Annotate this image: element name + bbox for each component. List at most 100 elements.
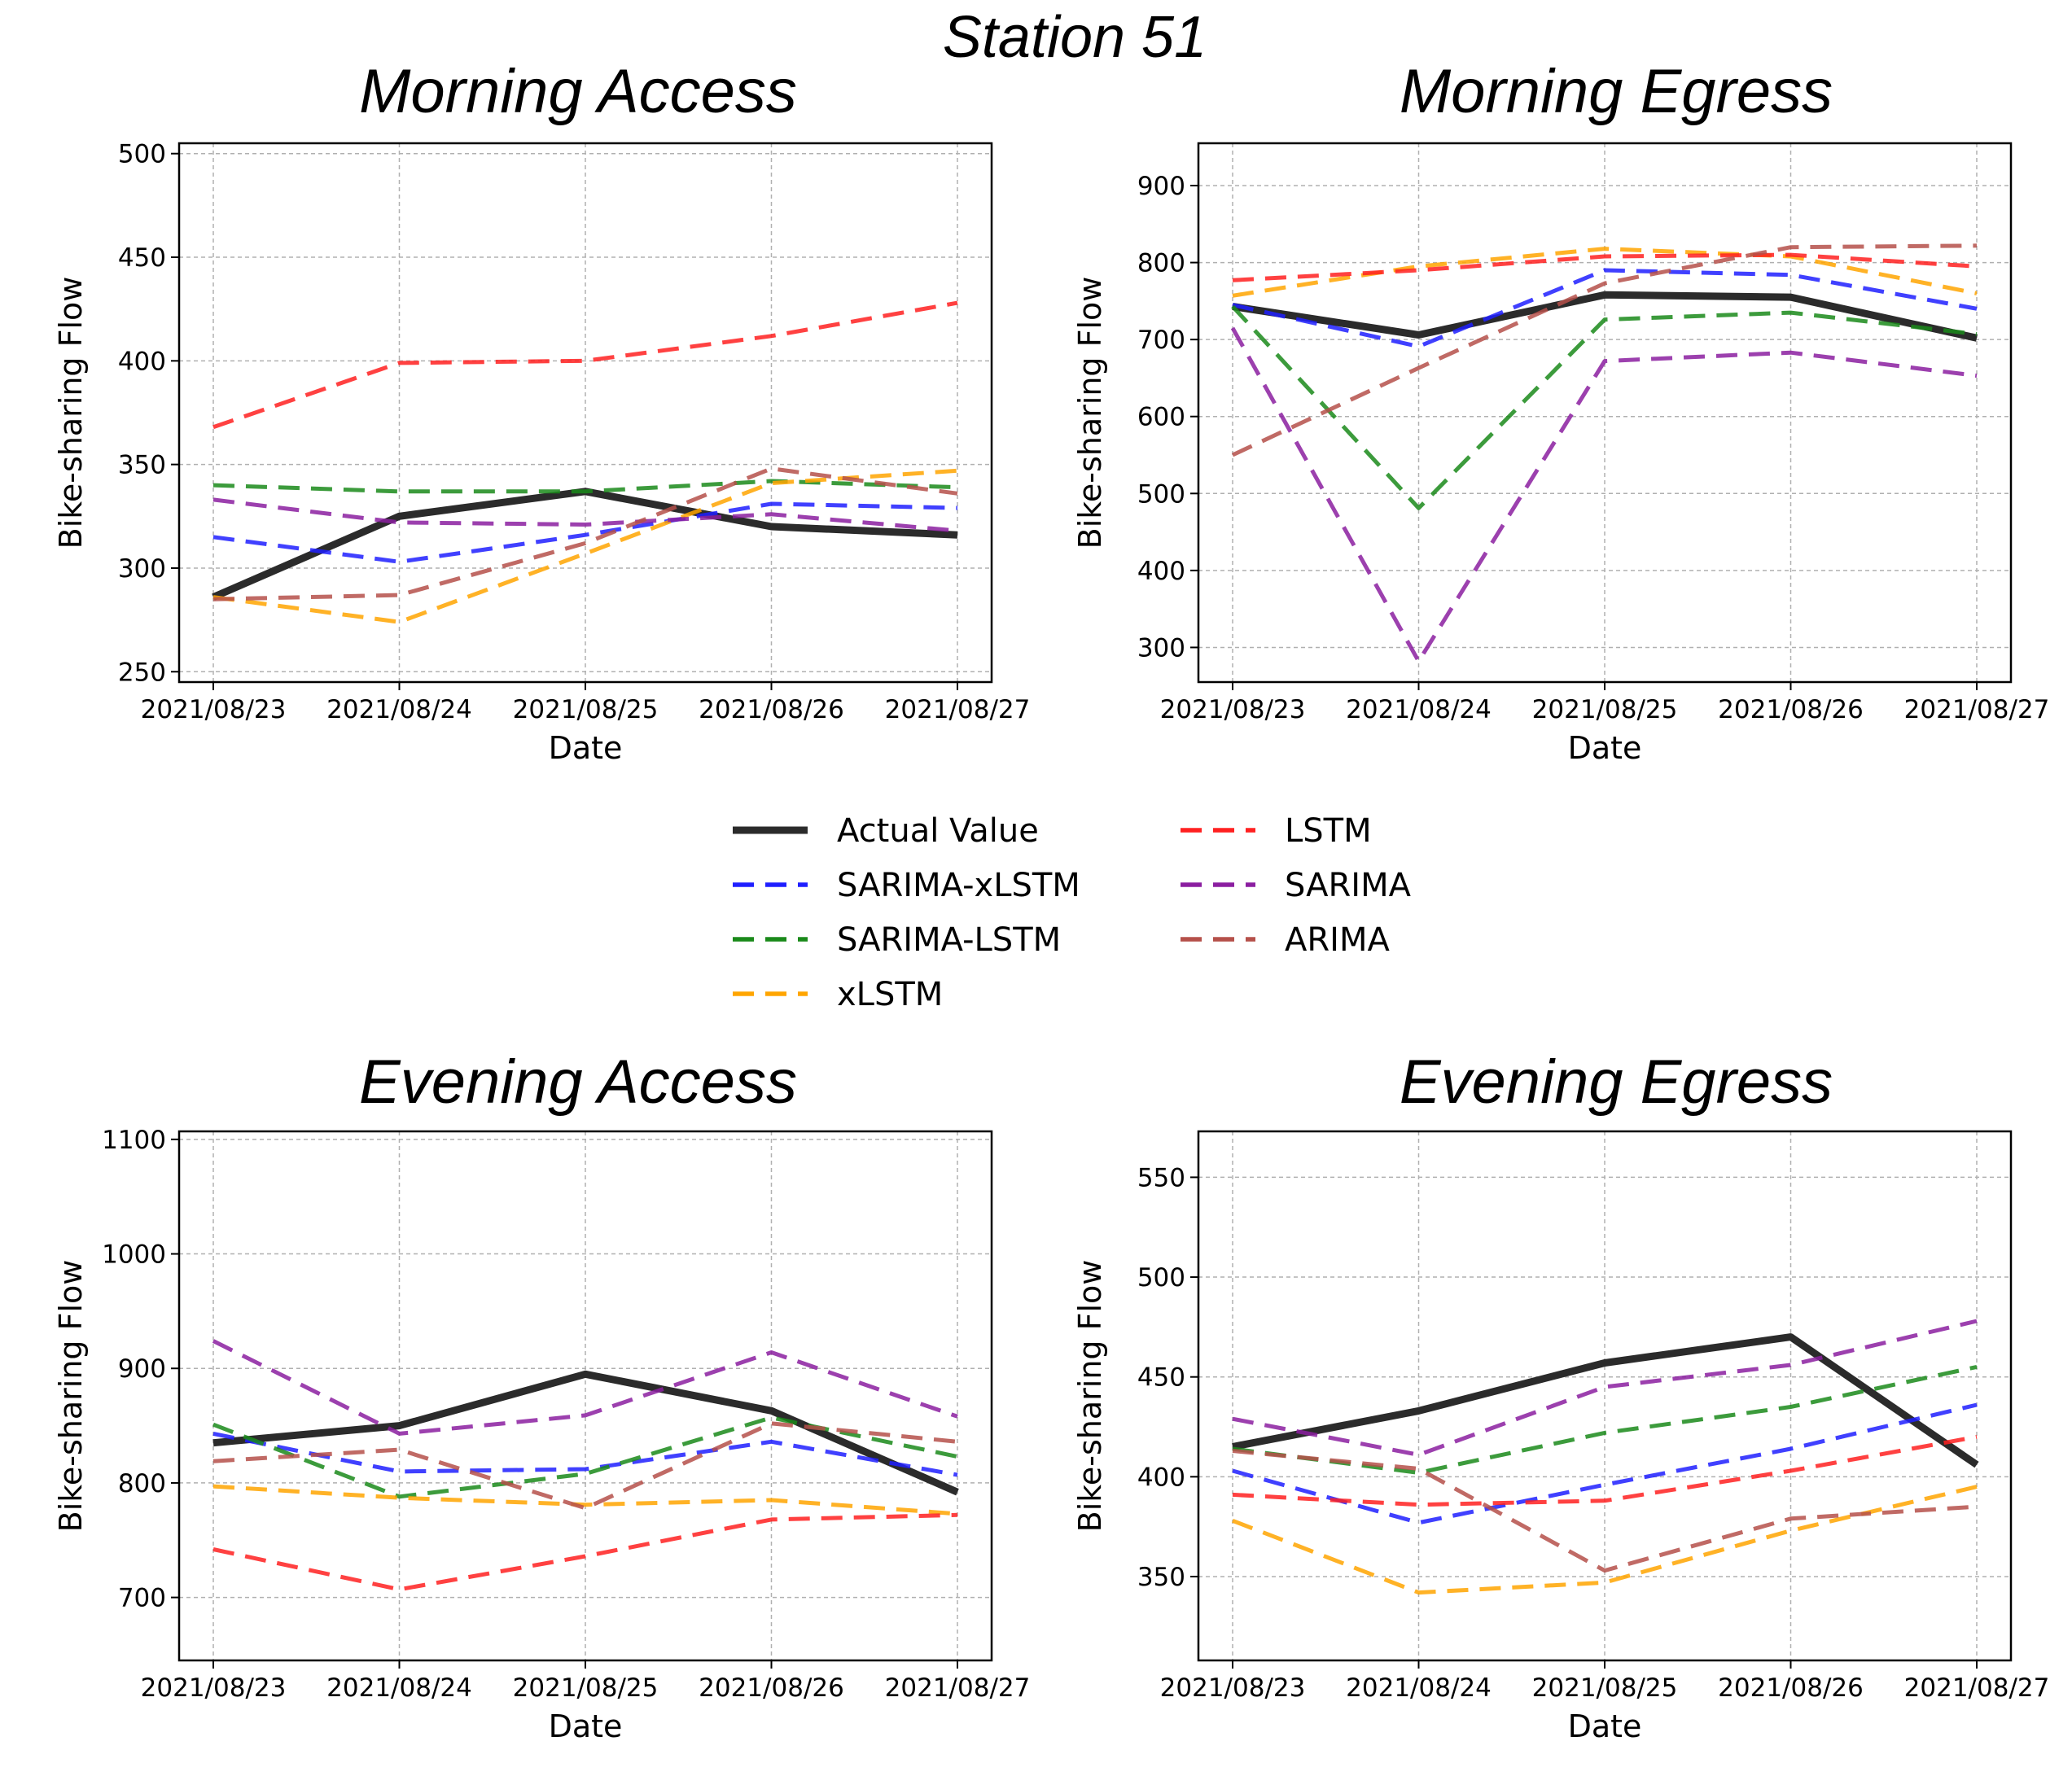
- panel-morning-access: Morning Access 250 300 350 400 450 500 2021/08/…: [53, 57, 1030, 766]
- y-tick-label: 700: [1137, 326, 1185, 355]
- y-tick-label: 1000: [102, 1240, 166, 1270]
- x-tick-label: 2021/08/26: [1718, 695, 1864, 724]
- series-line-sarima-xlstm: [212, 501, 958, 564]
- series-line-lstm: [212, 300, 958, 430]
- y-axis-label: Bike-sharing Flow: [1072, 277, 1108, 549]
- x-tick-label: 2021/08/24: [326, 1673, 472, 1703]
- series-line-xlstm: [1232, 247, 1978, 298]
- x-tick-label: 2021/08/25: [1532, 695, 1678, 724]
- y-axis-label: Bike-sharing Flow: [53, 277, 89, 549]
- y-tick-label: 250: [118, 658, 166, 687]
- x-tick-label: 2021/08/27: [1904, 1673, 2050, 1703]
- y-tick-label: 900: [1137, 172, 1185, 201]
- x-tick-label: 2021/08/23: [1160, 695, 1306, 724]
- series-line-sarima: [1230, 326, 1978, 663]
- x-tick-label: 2021/08/27: [885, 1673, 1031, 1703]
- legend-label: ARIMA: [1285, 921, 1390, 959]
- x-tick-label: 2021/08/24: [1346, 695, 1492, 724]
- series-line-sarima: [212, 497, 958, 533]
- panel-title: Evening Egress: [1400, 1048, 1833, 1117]
- y-tick-label: 1100: [102, 1126, 166, 1155]
- legend: Actual Value SARIMA-xLSTM SARIMA-LSTM xLSTM…: [733, 812, 1412, 1013]
- y-tick-label: 900: [118, 1354, 166, 1384]
- y-tick-label: 500: [1137, 479, 1185, 509]
- y-tick-label: 400: [1137, 557, 1185, 586]
- series-line-xlstm: [1232, 1485, 1978, 1595]
- x-tick-label: 2021/08/26: [1718, 1673, 1864, 1703]
- y-tick-label: 300: [118, 554, 166, 584]
- series-line-arima: [1231, 243, 1978, 457]
- y-tick-label: 600: [1137, 403, 1185, 432]
- legend-label: xLSTM: [837, 976, 943, 1013]
- panel-morning-egress: Morning Egress 300 400 500 600 700 800 900 2021/…: [1072, 57, 2049, 766]
- series-line-sarima-lstm: [1232, 1364, 1978, 1475]
- legend-entry-lstm: LSTM: [1181, 812, 1372, 850]
- legend-label: SARIMA-LSTM: [837, 921, 1061, 959]
- y-tick-label: 700: [118, 1584, 166, 1613]
- series-line-sarima: [212, 1339, 958, 1436]
- x-axis-label: Date: [549, 1708, 623, 1744]
- x-axis-label: Date: [1568, 730, 1642, 766]
- legend-label: SARIMA-xLSTM: [837, 867, 1080, 904]
- series-line-arima: [212, 466, 958, 601]
- series-line-lstm: [212, 1512, 958, 1592]
- series-line-sarima: [1232, 1319, 1978, 1457]
- y-tick-label: 350: [118, 451, 166, 480]
- y-tick-label: 400: [1137, 1463, 1185, 1492]
- series-line-lstm: [1232, 252, 1978, 282]
- series-line-xlstm: [212, 1484, 958, 1516]
- series-line-sarima-xlstm: [1232, 268, 1978, 349]
- y-tick-label: 300: [1137, 633, 1185, 663]
- x-tick-label: 2021/08/24: [326, 695, 472, 724]
- y-tick-label: 500: [118, 140, 166, 169]
- legend-entry-sarima-lstm: SARIMA-LSTM: [733, 921, 1061, 959]
- y-tick-label: 800: [1137, 249, 1185, 278]
- x-tick-label: 2021/08/25: [513, 695, 659, 724]
- x-tick-label: 2021/08/23: [141, 1673, 287, 1703]
- series-line-sarima-lstm: [212, 1415, 958, 1499]
- y-tick-label: 450: [118, 243, 166, 273]
- x-tick-label: 2021/08/26: [699, 1673, 844, 1703]
- y-tick-label: 450: [1137, 1363, 1185, 1393]
- x-axis-label: Date: [1568, 1708, 1642, 1744]
- x-axis-label: Date: [549, 730, 623, 766]
- series-line-sarima-xlstm: [1232, 1402, 1978, 1525]
- series-line-arima: [1232, 1449, 1978, 1573]
- series-line-sarima-xlstm: [212, 1431, 958, 1477]
- series-line-sarima-lstm: [1231, 304, 1978, 510]
- legend-entry-sarima-xlstm: SARIMA-xLSTM: [733, 867, 1080, 904]
- y-tick-label: 500: [1137, 1263, 1185, 1293]
- x-tick-label: 2021/08/24: [1346, 1673, 1492, 1703]
- y-axis-label: Bike-sharing Flow: [53, 1260, 89, 1533]
- panel-title: Morning Access: [359, 57, 797, 126]
- panel-title: Evening Access: [359, 1048, 797, 1117]
- series-line-sarima-lstm: [212, 479, 958, 494]
- x-tick-label: 2021/08/27: [885, 695, 1031, 724]
- y-tick-label: 350: [1137, 1563, 1185, 1592]
- panel-evening-access: Evening Access 700 800 900 1000 1100 2021/08/2…: [53, 1048, 1030, 1744]
- legend-label: SARIMA: [1285, 867, 1412, 904]
- x-tick-label: 2021/08/23: [1160, 1673, 1306, 1703]
- series-line-actual-value: [212, 1370, 959, 1496]
- panel-title: Morning Egress: [1400, 57, 1833, 126]
- legend-label: LSTM: [1285, 812, 1372, 850]
- y-tick-label: 800: [118, 1469, 166, 1498]
- y-tick-label: 400: [118, 347, 166, 376]
- x-tick-label: 2021/08/25: [1532, 1673, 1678, 1703]
- figure-title: Station 51: [943, 5, 1207, 70]
- x-tick-label: 2021/08/27: [1904, 695, 2050, 724]
- legend-label: Actual Value: [837, 812, 1039, 850]
- legend-entry-actual-value: Actual Value: [733, 812, 1039, 850]
- panel-evening-egress: Evening Egress 350 400 450 500 550 2021/08/23 2…: [1072, 1048, 2049, 1744]
- series-line-actual-value: [1232, 291, 1978, 342]
- series-line-lstm: [1232, 1434, 1978, 1507]
- y-axis-label: Bike-sharing Flow: [1072, 1260, 1108, 1533]
- panels: Morning Access 250 300 350 400 450 500 2021/08/…: [53, 57, 2049, 1744]
- legend-entry-arima: ARIMA: [1181, 921, 1390, 959]
- x-tick-label: 2021/08/25: [513, 1673, 659, 1703]
- series-line-actual-value: [1232, 1333, 1979, 1468]
- legend-entry-xlstm: xLSTM: [733, 976, 943, 1013]
- legend-entry-sarima: SARIMA: [1181, 867, 1412, 904]
- x-tick-label: 2021/08/23: [141, 695, 287, 724]
